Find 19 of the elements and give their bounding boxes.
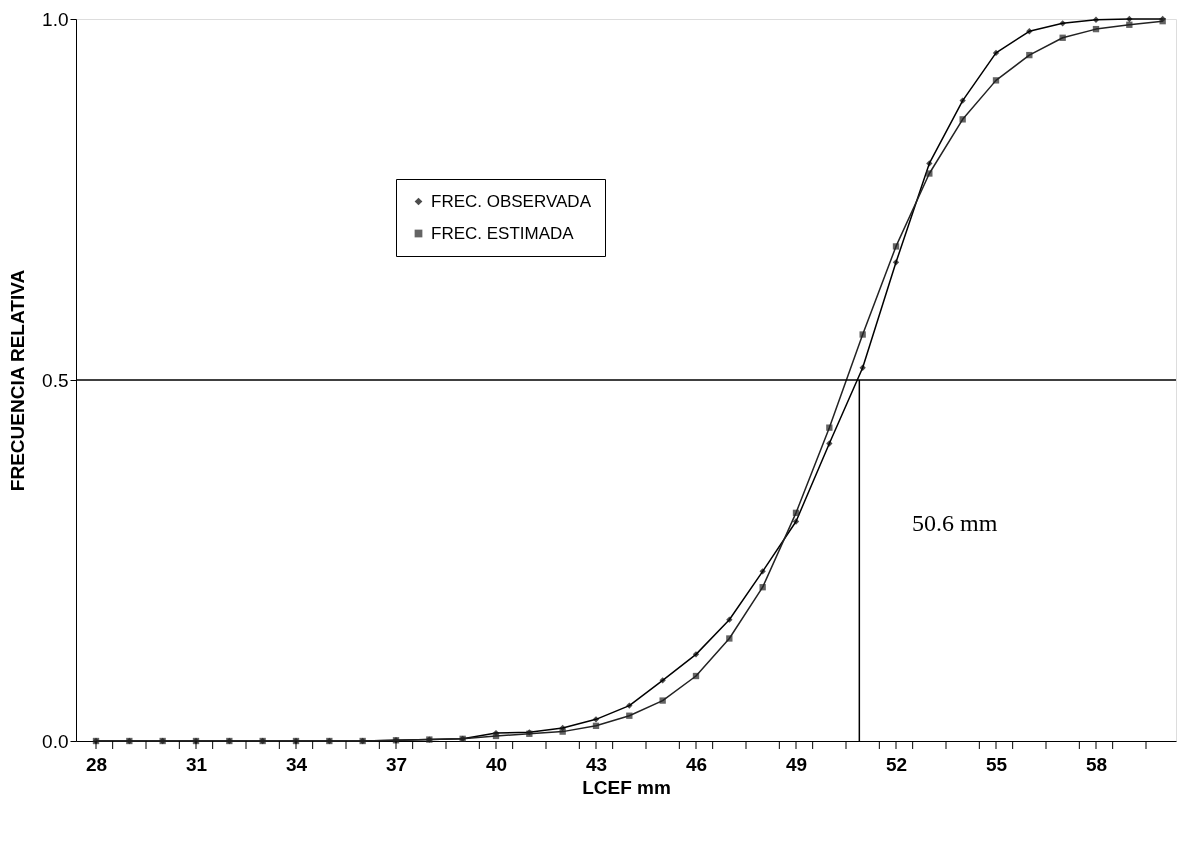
legend-label: FREC. OBSERVADA bbox=[431, 191, 592, 211]
x-tick-label: 28 bbox=[85, 753, 108, 775]
x-tick-label: 37 bbox=[385, 753, 408, 775]
y-tick-label: 0.5 bbox=[42, 369, 69, 391]
x-tick-label: 46 bbox=[685, 753, 708, 775]
y-tick-label: 1.0 bbox=[42, 8, 69, 30]
x-tick-label: 40 bbox=[485, 753, 508, 775]
x-tick-label: 58 bbox=[1085, 753, 1108, 775]
x-tick-label: 34 bbox=[285, 753, 308, 775]
x-tick-label: 52 bbox=[885, 753, 908, 775]
x-tick-label: 55 bbox=[985, 753, 1008, 775]
y-tick-label: 0.0 bbox=[42, 730, 69, 752]
x-tick-label: 43 bbox=[585, 753, 608, 775]
legend-label: FREC. ESTIMADA bbox=[431, 223, 575, 243]
y-axis-title: FRECUENCIA RELATIVA bbox=[7, 269, 29, 492]
x-axis-title: LCEF mm bbox=[582, 776, 671, 798]
x-tick-label: 31 bbox=[185, 753, 208, 775]
annotation: 50.6 mm bbox=[912, 510, 998, 537]
x-tick-label: 49 bbox=[785, 753, 808, 775]
